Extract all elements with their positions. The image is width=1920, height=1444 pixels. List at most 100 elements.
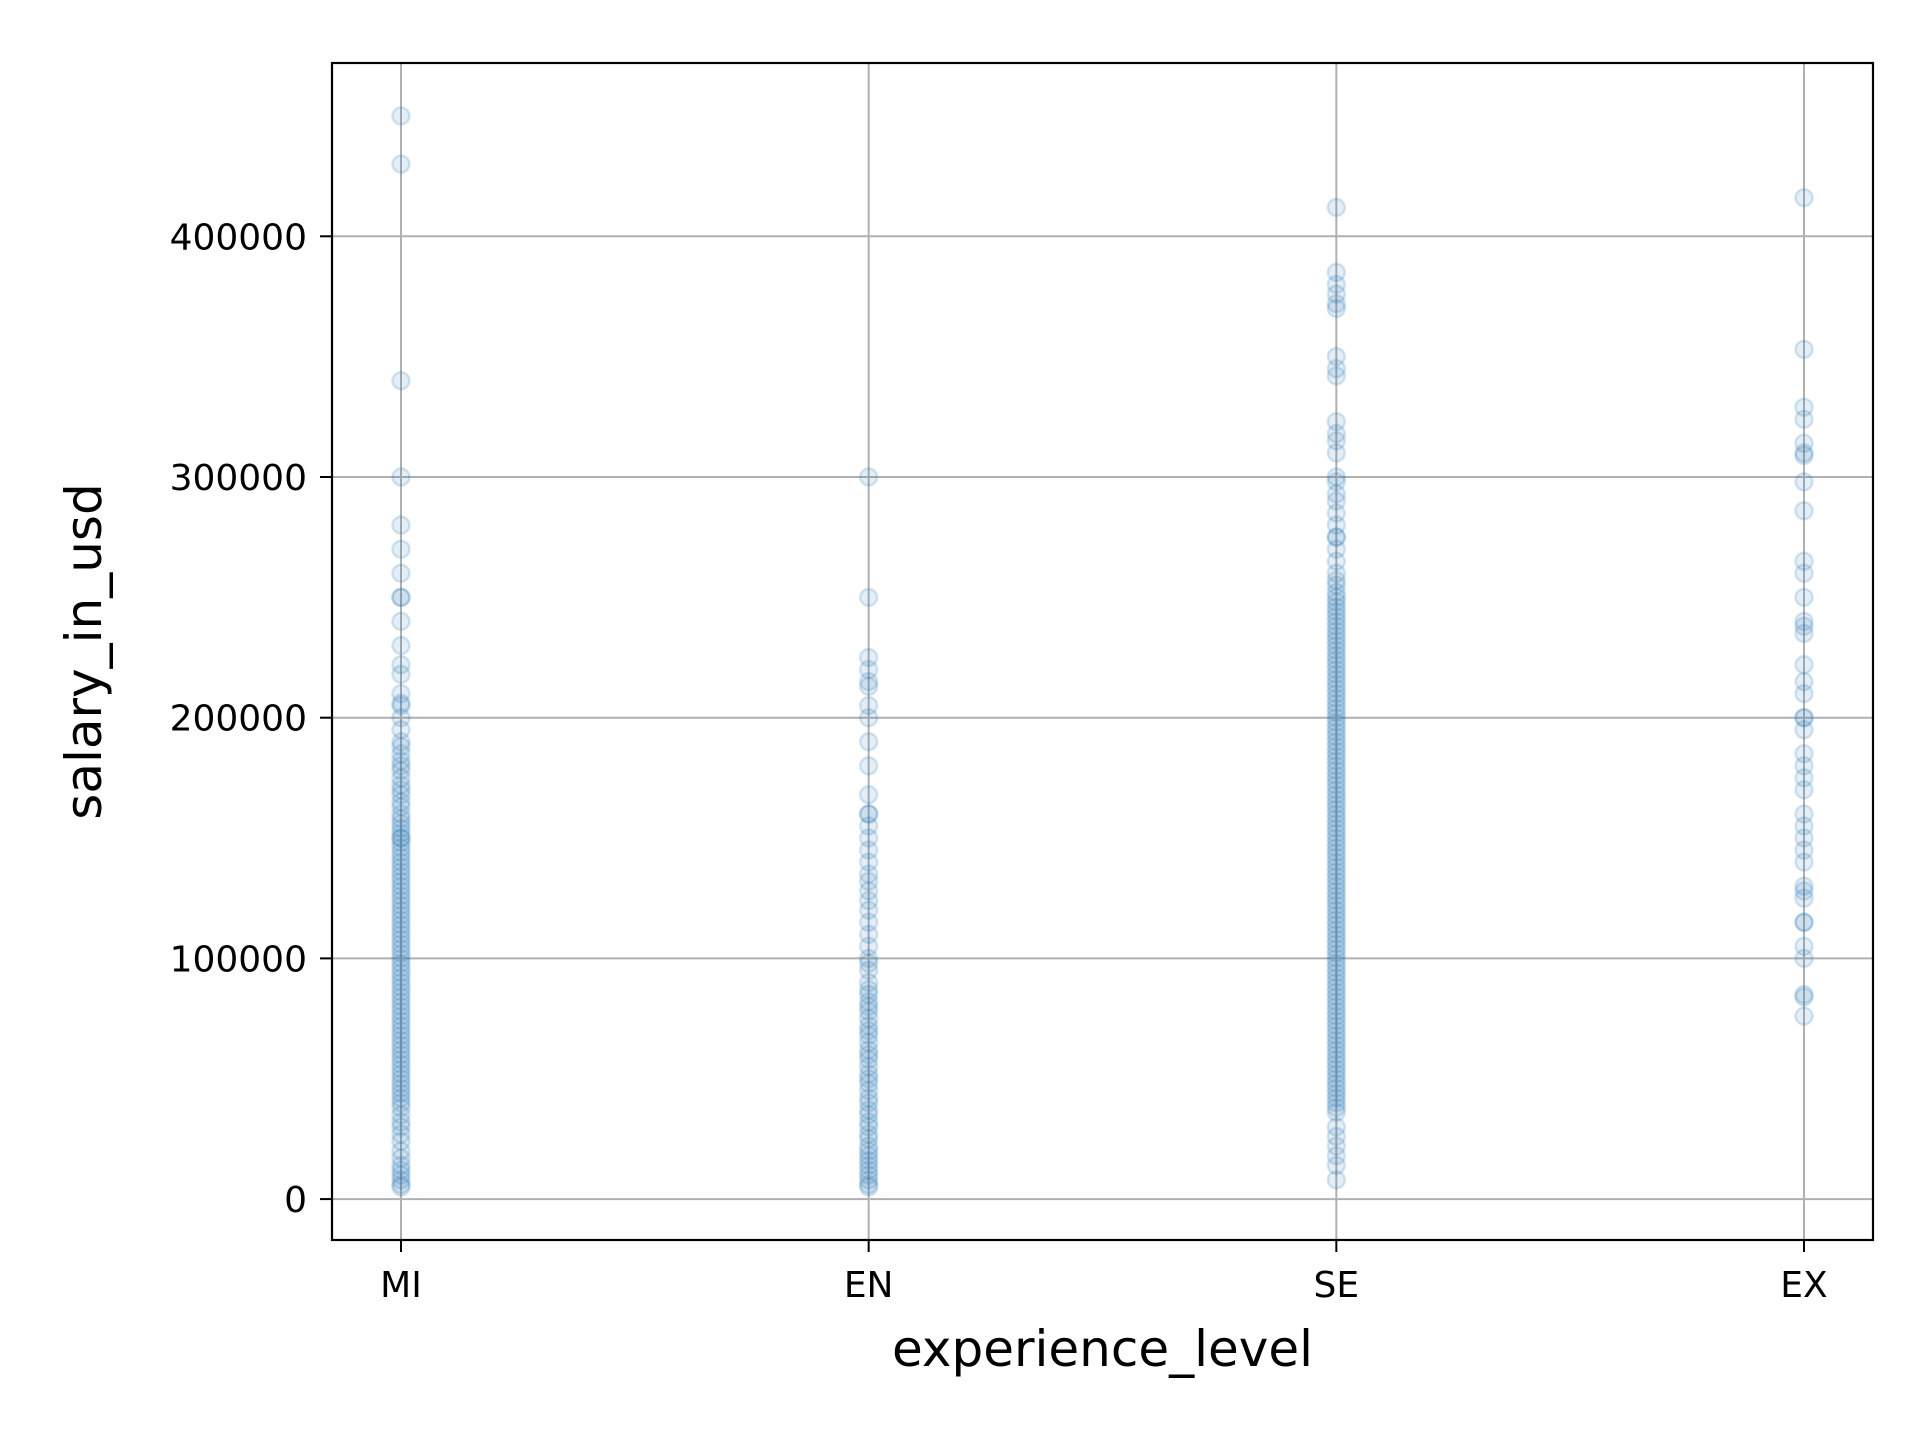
scatter-point (1326, 1006, 1347, 1026)
scatter-point (391, 866, 411, 887)
scatter-point (858, 953, 879, 973)
scatter-point (391, 1073, 411, 1094)
scatter-point (391, 905, 411, 925)
scatter-point (858, 1112, 879, 1132)
scatter-point (391, 1016, 411, 1036)
scatter-point (391, 987, 411, 1007)
scatter-point (1794, 339, 1814, 360)
scatter-point (858, 1124, 879, 1144)
scatter-point (391, 991, 411, 1012)
scatter-point (1326, 197, 1347, 218)
scatter-point (1326, 1097, 1347, 1118)
scatter-point (1794, 912, 1814, 933)
scatter-point (1326, 1011, 1347, 1031)
scatter-point (391, 1165, 411, 1185)
scatter-point (1326, 809, 1347, 829)
scatter-point (391, 587, 411, 608)
scatter-point (1326, 818, 1347, 839)
scatter-point (1326, 722, 1347, 742)
scatter-point (391, 744, 411, 764)
scatter-point (1794, 780, 1814, 800)
scatter-point (391, 1155, 411, 1176)
scatter-point (858, 890, 879, 911)
scatter-point (1326, 929, 1347, 949)
scatter-point (391, 1049, 411, 1070)
scatter-point (1326, 654, 1347, 675)
scatter-point (391, 958, 411, 978)
scatter-point (1326, 1088, 1347, 1108)
scatter-point (1326, 833, 1347, 853)
scatter-point (1326, 939, 1347, 959)
scatter-point (391, 736, 411, 757)
x-tick-label: EX (1780, 1265, 1827, 1306)
scatter-point (391, 1097, 411, 1118)
y-tick-label: 200000 (170, 699, 307, 740)
scatter-point (858, 1025, 879, 1046)
scatter-point (1326, 828, 1347, 848)
scatter-point (1794, 768, 1814, 788)
scatter-point (391, 695, 411, 716)
scatter-point (1326, 551, 1347, 571)
scatter-point (391, 760, 411, 781)
scatter-point (1326, 881, 1347, 901)
scatter-point (391, 1054, 411, 1075)
scatter-point (1326, 760, 1347, 781)
scatter-point (1326, 1020, 1347, 1041)
scatter-point (1794, 744, 1814, 764)
x-axis-label: experience_level (892, 1320, 1313, 1378)
scatter-point (858, 671, 879, 692)
scatter-point (1326, 953, 1347, 973)
scatter-point (391, 1170, 411, 1190)
scatter-point (858, 1073, 879, 1094)
scatter-point (1326, 640, 1347, 661)
scatter-point (1326, 890, 1347, 911)
scatter-point (1326, 1025, 1347, 1046)
scatter-point (858, 828, 879, 848)
scatter-point (1326, 967, 1347, 988)
scatter-point (1794, 840, 1814, 860)
scatter-point (858, 1001, 879, 1022)
scatter-point (1326, 804, 1347, 824)
scatter-point (1794, 623, 1814, 644)
scatter-point (858, 467, 879, 487)
scatter-point (858, 1068, 879, 1089)
scatter-point (1794, 707, 1814, 728)
scatter-point (1794, 445, 1814, 466)
scatter-point (1794, 888, 1814, 908)
scatter-point (1326, 741, 1347, 762)
scatter-point (1326, 963, 1347, 983)
scatter-point (1794, 188, 1814, 208)
scatter-point (391, 1177, 411, 1197)
scatter-point (1326, 575, 1347, 596)
scatter-point (391, 1068, 411, 1089)
scatter-point (1794, 563, 1814, 584)
y-tick-label: 400000 (170, 217, 307, 258)
scatter-point (391, 828, 411, 848)
scatter-point (1326, 852, 1347, 872)
scatter-point (1326, 606, 1347, 627)
scatter-point (391, 876, 411, 896)
scatter-point (858, 816, 879, 836)
scatter-point (1794, 816, 1814, 836)
scatter-point (1326, 423, 1347, 444)
scatter-point (391, 900, 411, 920)
scatter-point (1326, 1083, 1347, 1103)
scatter-point (1326, 563, 1347, 584)
scatter-point (1326, 669, 1347, 689)
scatter-point (391, 977, 411, 998)
scatter-point (391, 1117, 411, 1137)
scatter-point (858, 1064, 879, 1084)
scatter-point (1326, 707, 1347, 728)
scatter-point (1326, 539, 1347, 559)
scatter-point (391, 1006, 411, 1026)
scatter-point (1326, 919, 1347, 940)
scatter-point (858, 948, 879, 969)
scatter-point (1326, 842, 1347, 863)
scatter-point (858, 1129, 879, 1149)
scatter-point (391, 852, 411, 872)
scatter-point (1326, 570, 1347, 591)
scatter-point (1326, 727, 1347, 747)
scatter-point (1326, 1136, 1347, 1156)
scatter-point (391, 842, 411, 863)
x-tick-label: SE (1314, 1265, 1360, 1306)
